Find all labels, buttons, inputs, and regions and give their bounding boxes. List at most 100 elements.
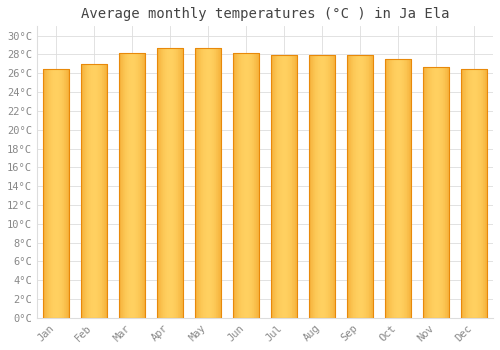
Bar bbox=[169, 48, 170, 318]
Bar bbox=[368, 55, 369, 318]
Bar bbox=[479, 69, 480, 318]
Bar bbox=[348, 55, 350, 318]
Bar bbox=[68, 69, 69, 318]
Bar bbox=[367, 55, 368, 318]
Bar bbox=[126, 52, 128, 318]
Bar bbox=[139, 52, 140, 318]
Bar bbox=[213, 48, 214, 318]
Bar bbox=[437, 67, 438, 318]
Bar bbox=[200, 48, 202, 318]
Bar bbox=[232, 52, 234, 318]
Bar bbox=[246, 52, 247, 318]
Bar bbox=[429, 67, 430, 318]
Bar bbox=[408, 59, 410, 318]
Bar bbox=[358, 55, 359, 318]
Bar bbox=[245, 52, 246, 318]
Bar bbox=[174, 48, 175, 318]
Bar bbox=[218, 48, 219, 318]
Bar bbox=[45, 69, 46, 318]
Bar bbox=[357, 55, 358, 318]
Bar bbox=[122, 52, 124, 318]
Bar bbox=[90, 64, 91, 318]
Bar bbox=[99, 64, 100, 318]
Bar bbox=[422, 67, 450, 318]
Bar bbox=[433, 67, 434, 318]
Bar bbox=[354, 55, 355, 318]
Bar bbox=[52, 69, 54, 318]
Bar bbox=[486, 69, 488, 318]
Bar bbox=[478, 69, 479, 318]
Bar bbox=[384, 59, 411, 318]
Bar bbox=[129, 52, 130, 318]
Bar bbox=[324, 55, 325, 318]
Bar bbox=[276, 55, 277, 318]
Bar bbox=[255, 52, 256, 318]
Bar bbox=[441, 67, 442, 318]
Bar bbox=[400, 59, 401, 318]
Bar bbox=[406, 59, 407, 318]
Bar bbox=[284, 55, 285, 318]
Bar bbox=[316, 55, 317, 318]
Bar bbox=[467, 69, 468, 318]
Bar bbox=[243, 52, 244, 318]
Bar bbox=[361, 55, 362, 318]
Bar bbox=[372, 55, 374, 318]
Bar bbox=[410, 59, 412, 318]
Bar bbox=[62, 69, 63, 318]
Bar bbox=[249, 52, 250, 318]
Bar bbox=[256, 52, 257, 318]
Bar bbox=[207, 48, 208, 318]
Bar bbox=[172, 48, 173, 318]
Bar bbox=[476, 69, 477, 318]
Bar bbox=[363, 55, 364, 318]
Bar bbox=[44, 69, 46, 318]
Bar bbox=[104, 64, 105, 318]
Bar bbox=[106, 64, 107, 318]
Bar bbox=[48, 69, 50, 318]
Bar bbox=[430, 67, 431, 318]
Bar bbox=[395, 59, 396, 318]
Bar bbox=[321, 55, 322, 318]
Bar bbox=[58, 69, 59, 318]
Bar bbox=[330, 55, 331, 318]
Bar bbox=[212, 48, 213, 318]
Bar bbox=[236, 52, 238, 318]
Bar bbox=[334, 55, 336, 318]
Bar bbox=[65, 69, 66, 318]
Bar bbox=[469, 69, 470, 318]
Bar bbox=[270, 55, 297, 318]
Bar bbox=[208, 48, 209, 318]
Bar bbox=[278, 55, 279, 318]
Bar bbox=[435, 67, 436, 318]
Bar bbox=[352, 55, 353, 318]
Bar bbox=[244, 52, 245, 318]
Bar bbox=[329, 55, 330, 318]
Bar bbox=[220, 48, 221, 318]
Bar bbox=[141, 52, 142, 318]
Bar bbox=[137, 52, 138, 318]
Bar bbox=[204, 48, 205, 318]
Bar bbox=[396, 59, 397, 318]
Bar bbox=[402, 59, 403, 318]
Bar bbox=[325, 55, 326, 318]
Bar bbox=[310, 55, 312, 318]
Bar bbox=[130, 52, 131, 318]
Bar bbox=[308, 55, 310, 318]
Bar bbox=[283, 55, 284, 318]
Bar bbox=[463, 69, 464, 318]
Bar bbox=[287, 55, 288, 318]
Bar bbox=[364, 55, 365, 318]
Bar bbox=[251, 52, 252, 318]
Bar bbox=[214, 48, 215, 318]
Bar bbox=[355, 55, 356, 318]
Bar bbox=[371, 55, 372, 318]
Bar bbox=[405, 59, 406, 318]
Bar bbox=[254, 52, 255, 318]
Bar bbox=[315, 55, 316, 318]
Bar bbox=[288, 55, 289, 318]
Bar bbox=[250, 52, 251, 318]
Bar bbox=[253, 52, 254, 318]
Bar bbox=[272, 55, 274, 318]
Bar bbox=[460, 69, 462, 318]
Bar bbox=[131, 52, 132, 318]
